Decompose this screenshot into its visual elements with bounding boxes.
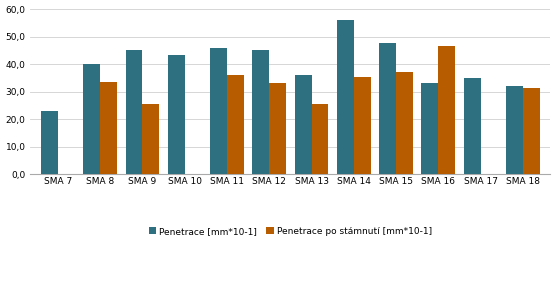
Bar	[506, 86, 523, 174]
Bar	[83, 64, 100, 174]
Bar	[438, 46, 455, 174]
Legend: Penetrace [mm*10-1], Penetrace po stámnutí [mm*10-1]: Penetrace [mm*10-1], Penetrace po stámnu…	[145, 223, 436, 239]
Bar	[168, 54, 185, 174]
Bar	[252, 50, 269, 174]
Bar	[523, 88, 540, 174]
Bar	[421, 83, 438, 174]
Bar	[100, 82, 117, 174]
Bar	[337, 20, 354, 174]
Bar	[464, 78, 481, 174]
Bar	[227, 75, 244, 174]
Bar	[354, 76, 371, 174]
Bar	[311, 104, 329, 174]
Bar	[295, 75, 311, 174]
Bar	[126, 50, 142, 174]
Bar	[210, 48, 227, 174]
Bar	[396, 72, 413, 174]
Bar	[142, 104, 160, 174]
Bar	[269, 83, 286, 174]
Bar	[379, 44, 396, 174]
Bar	[41, 111, 58, 174]
